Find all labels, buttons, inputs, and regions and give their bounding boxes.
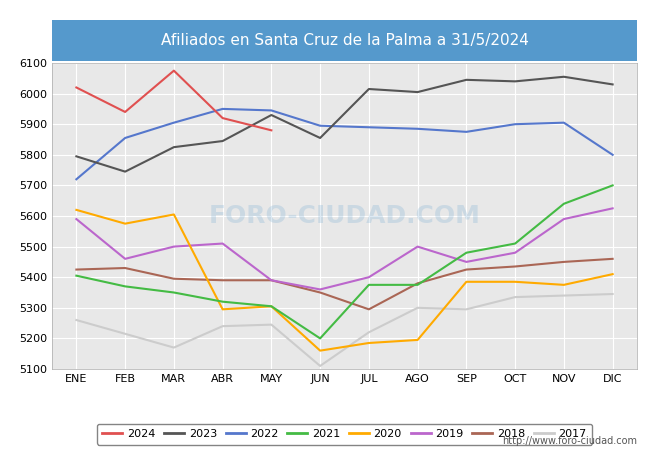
Text: Afiliados en Santa Cruz de la Palma a 31/5/2024: Afiliados en Santa Cruz de la Palma a 31… [161, 33, 528, 48]
Text: http://www.foro-ciudad.com: http://www.foro-ciudad.com [502, 436, 637, 446]
Legend: 2024, 2023, 2022, 2021, 2020, 2019, 2018, 2017: 2024, 2023, 2022, 2021, 2020, 2019, 2018… [97, 423, 592, 445]
Text: FORO-CIUDAD.COM: FORO-CIUDAD.COM [209, 204, 480, 228]
